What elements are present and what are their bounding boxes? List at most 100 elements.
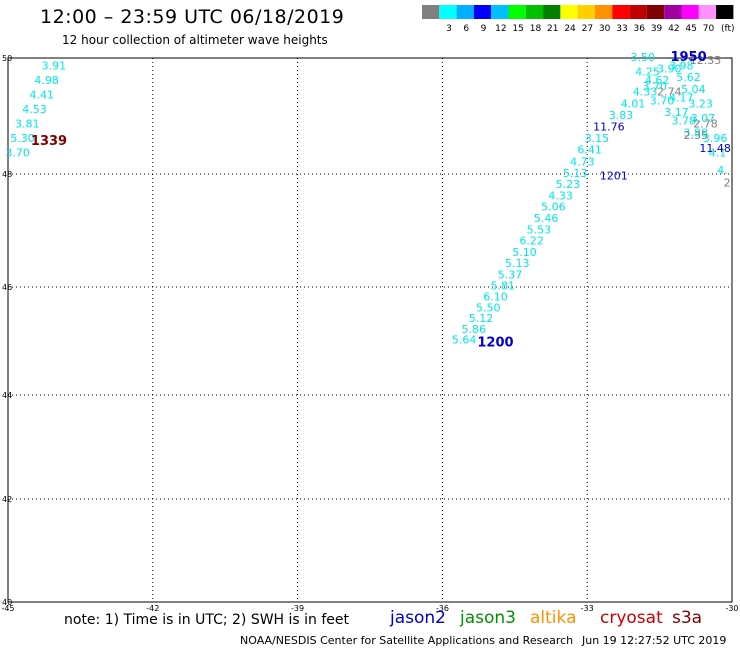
swh-value-label: 5.46 (534, 212, 559, 225)
legend-swatch (629, 5, 647, 19)
swh-value-label: 6.10 (483, 291, 508, 304)
pass-time-label: 1339 (31, 134, 67, 149)
legend-swatch (439, 5, 457, 19)
swh-value-label: 5.30 (10, 132, 35, 145)
swh-value-label: 5.04 (681, 83, 706, 96)
legend-swatch (508, 5, 526, 19)
legend-swatch (456, 5, 474, 19)
color-legend: 3 6 9 12 15 18 21 24 27 30 33 36 39 42 45 70 (ft) (422, 5, 735, 34)
swh-value-label: 4.98 (34, 74, 59, 87)
footer-note: note: 1) Time is in UTC; 2) SWH is in fe… (64, 612, 350, 628)
swh-value-label: 4.33 (633, 86, 658, 99)
satellite-s3a-label: s3a (672, 608, 703, 628)
legend-swatch (664, 5, 682, 19)
legend-swatch (681, 5, 699, 19)
east-track: 5.645.865.125.506.105.815.375.135.106.22… (452, 63, 682, 351)
map-frame (7, 57, 733, 603)
footer-credit: NOAA/NESDIS Center for Satellite Applica… (240, 634, 574, 647)
swh-value-label: 5.23 (556, 178, 581, 191)
lat-tick-label: 48 (2, 170, 12, 179)
legend-label: 9 (481, 24, 487, 34)
swh-value-label: 3.07 (691, 112, 716, 125)
legend-label: 12 (495, 24, 506, 34)
swh-value-label: 3.91 (42, 60, 67, 73)
track-extra-label: 11.48 (699, 142, 731, 155)
satellite-jason3-label: jason3 (460, 608, 516, 628)
swh-value-label: 5.13 (505, 257, 530, 270)
swh-value-label: 3.81 (15, 118, 40, 131)
track-extra-label: 1201 (600, 170, 628, 183)
swh-value-label: 4.25 (635, 65, 660, 78)
swh-value-label: 5.86 (462, 323, 487, 336)
lat-tick-label: 42 (2, 495, 12, 504)
swh-value-label: 3.83 (609, 109, 634, 122)
swh-value-label: 5.10 (512, 246, 537, 259)
swh-value-label: 3.17 (664, 106, 689, 119)
legend-swatch (491, 5, 509, 19)
legend-label: 45 (685, 24, 696, 34)
legend-label: 70 (703, 24, 715, 34)
legend-swatch (560, 5, 578, 19)
track-extra-label: 2.74 (657, 86, 682, 99)
swh-value-label: 4.41 (30, 89, 55, 102)
axis-labels: -45 -42 -39 -36 -33 -30 50 48 46 44 42 40 (1, 54, 738, 613)
swh-value-label: 5.50 (476, 301, 501, 314)
swh-value-label: 6.22 (519, 235, 544, 248)
swh-value-label: 5.13 (563, 167, 588, 180)
lat-tick-label: 40 (2, 598, 12, 607)
swh-value-label: 3.70 (650, 94, 675, 107)
legend-swatch (473, 5, 492, 19)
legend-label: (ft) (721, 24, 735, 34)
lat-lon-grid (7, 57, 733, 603)
swh-value-label: 4.1 (709, 147, 727, 160)
swh-value-label: 3.50 (630, 51, 655, 64)
track-extra-label: 2 (724, 176, 731, 189)
swh-value-label: 5.53 (527, 223, 552, 236)
swh-value-label: 6.41 (577, 144, 602, 157)
legend-label: 27 (582, 24, 593, 34)
lon-tick-label: -30 (725, 604, 738, 613)
satellite-altika-label: altika (530, 608, 577, 628)
satellite-jason2-label: jason2 (390, 608, 446, 628)
legend-label: 21 (547, 24, 558, 34)
swh-value-label: 4.33 (548, 189, 573, 202)
swh-value-label: 5.06 (541, 201, 566, 214)
legend-label: 3 (446, 24, 452, 34)
legend-swatch (716, 5, 734, 19)
legend-label: 30 (599, 24, 611, 34)
legend-swatch (422, 5, 440, 19)
swh-value-label: 5.81 (490, 280, 515, 293)
swh-value-label: 4.01 (621, 97, 646, 110)
swh-value-label: 3.90 (657, 63, 682, 76)
track-extra-label: 2.78 (693, 118, 718, 131)
legend-label: 33 (616, 24, 627, 34)
legend-label: 36 (634, 24, 646, 34)
swh-value-label: 5.64 (452, 334, 477, 347)
legend-label: 24 (564, 24, 576, 34)
swh-value-label: 3.23 (688, 97, 713, 110)
legend-swatch (525, 5, 544, 19)
pass-time-label: 1950 (670, 50, 706, 65)
footer-timestamp: Jun 19 12:27:52 UTC 2019 (582, 634, 727, 647)
swh-value-label: 5.62 (676, 71, 701, 84)
lon-tick-label: -36 (436, 604, 449, 613)
legend-swatch (698, 5, 717, 19)
legend-swatch (577, 5, 595, 19)
lat-tick-label: 46 (2, 283, 12, 292)
satellite-cryosat-label: cryosat (600, 608, 663, 628)
legend-swatch (612, 5, 630, 19)
legend-swatch (595, 5, 613, 19)
swh-value-label: 3.70 (5, 147, 30, 160)
swh-value-label: 5.37 (498, 269, 523, 282)
legend-label: 6 (463, 24, 469, 34)
legend-swatch (646, 5, 665, 19)
swh-value-label: 4.73 (570, 155, 595, 168)
lon-tick-label: -39 (291, 604, 304, 613)
pass-time-label: 1200 (477, 335, 513, 350)
lon-tick-label: -33 (581, 604, 594, 613)
swh-value-label: 4.62 (645, 74, 670, 87)
swh-value-label: 4.53 (22, 103, 47, 116)
chart-title: 12:00 – 23:59 UTC 06/18/2019 (40, 6, 345, 28)
legend-label: 39 (651, 24, 663, 34)
